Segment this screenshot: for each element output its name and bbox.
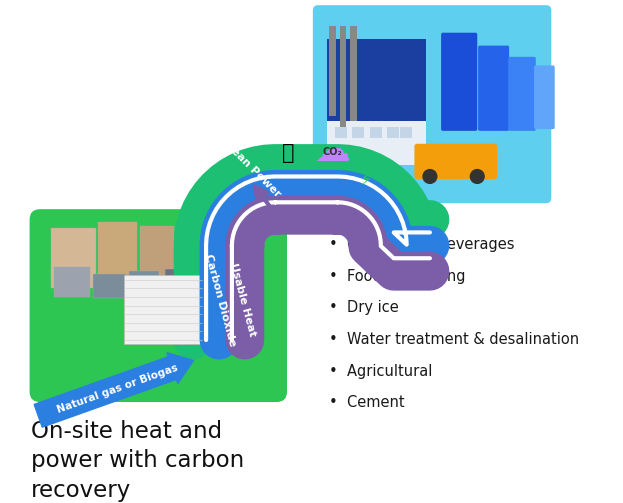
Text: 🔥: 🔥 — [282, 143, 294, 163]
FancyBboxPatch shape — [176, 228, 206, 287]
FancyBboxPatch shape — [313, 5, 551, 203]
FancyBboxPatch shape — [140, 225, 174, 288]
FancyBboxPatch shape — [326, 121, 426, 165]
Text: •  Dry ice: • Dry ice — [330, 300, 399, 315]
Text: •  Food processing: • Food processing — [330, 269, 466, 284]
FancyBboxPatch shape — [414, 144, 497, 179]
Text: ☁: ☁ — [315, 134, 351, 167]
FancyBboxPatch shape — [369, 127, 382, 138]
FancyBboxPatch shape — [30, 209, 287, 402]
FancyArrow shape — [34, 353, 194, 427]
Text: On-site heat and
power with carbon
recovery: On-site heat and power with carbon recov… — [31, 420, 244, 501]
Circle shape — [470, 170, 484, 184]
FancyBboxPatch shape — [534, 65, 554, 129]
FancyBboxPatch shape — [326, 39, 426, 163]
Circle shape — [423, 170, 437, 184]
FancyBboxPatch shape — [128, 271, 159, 297]
FancyBboxPatch shape — [387, 127, 399, 138]
FancyBboxPatch shape — [508, 57, 536, 131]
FancyBboxPatch shape — [353, 127, 364, 138]
FancyBboxPatch shape — [335, 127, 347, 138]
Text: •  Cement: • Cement — [330, 395, 405, 410]
FancyBboxPatch shape — [125, 276, 202, 345]
FancyBboxPatch shape — [54, 267, 90, 297]
Text: •  Water treatment & desalination: • Water treatment & desalination — [330, 332, 579, 347]
Text: ⚡: ⚡ — [359, 172, 372, 190]
FancyBboxPatch shape — [340, 26, 346, 127]
FancyBboxPatch shape — [350, 26, 357, 121]
FancyBboxPatch shape — [51, 228, 96, 288]
Text: •  Agricultural: • Agricultural — [330, 364, 433, 379]
FancyBboxPatch shape — [441, 33, 477, 131]
Text: •  Carbonated beverages: • Carbonated beverages — [330, 237, 515, 252]
Text: Natural gas or Biogas: Natural gas or Biogas — [56, 363, 179, 415]
FancyBboxPatch shape — [164, 269, 191, 296]
Text: Clean Power: Clean Power — [221, 137, 282, 199]
FancyBboxPatch shape — [400, 127, 412, 138]
FancyBboxPatch shape — [478, 46, 509, 131]
FancyBboxPatch shape — [93, 274, 126, 298]
Text: CO₂: CO₂ — [323, 147, 343, 157]
Text: Usable Heat: Usable Heat — [229, 263, 258, 338]
Text: Carbon Dioxide: Carbon Dioxide — [204, 253, 238, 348]
FancyBboxPatch shape — [98, 222, 137, 289]
FancyBboxPatch shape — [227, 243, 243, 294]
FancyBboxPatch shape — [209, 237, 227, 297]
FancyBboxPatch shape — [329, 26, 336, 116]
